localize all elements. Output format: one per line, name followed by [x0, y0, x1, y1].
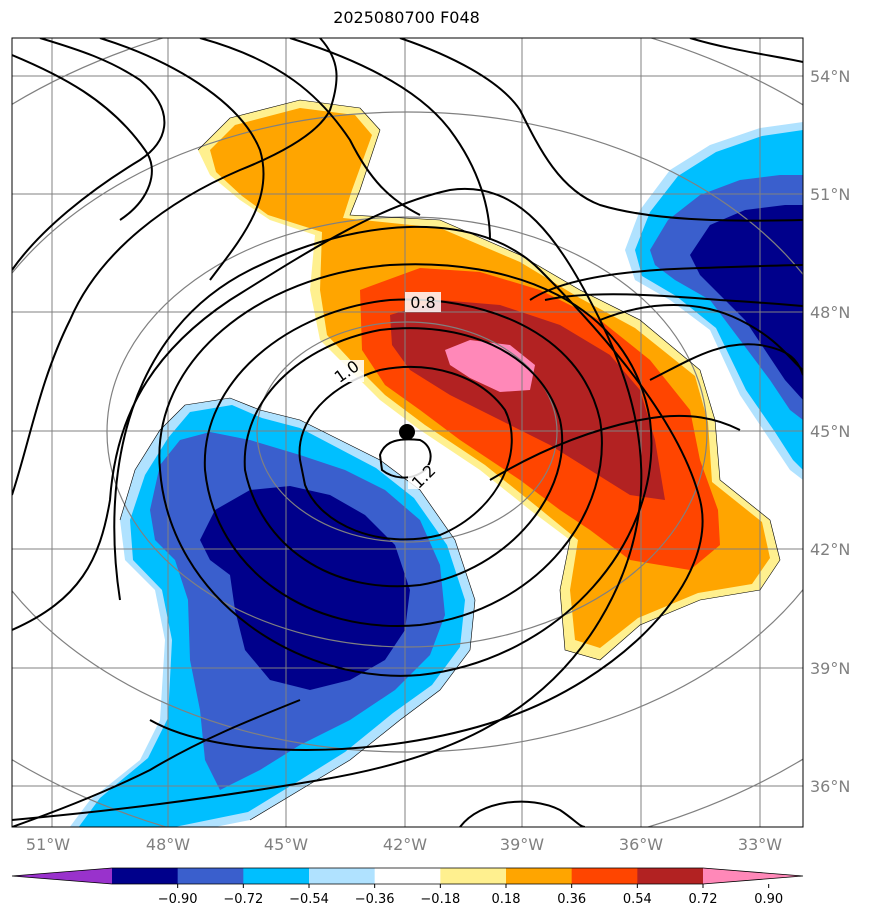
colorbar-segment [112, 868, 179, 884]
map-field: 0.8 1.0 1.2 [12, 38, 803, 827]
colorbar-extend-low [12, 868, 112, 884]
colorbar-tick-label: −0.90 [158, 892, 198, 907]
lat-label-48n: 48°N [810, 303, 850, 322]
longitude-labels: 51°W 48°W 45°W 42°W 39°W 36°W 33°W [26, 835, 782, 854]
colorbar-tick-label: −0.18 [420, 892, 460, 907]
map-frame [11, 37, 804, 828]
contour-label-0-8: 0.8 [410, 293, 435, 312]
colorbar-tick-label: −0.36 [355, 892, 395, 907]
colorbar-segment [243, 868, 310, 884]
lon-label-33w: 33°W [738, 835, 782, 854]
lat-label-54n: 54°N [810, 67, 850, 86]
lon-label-45w: 45°W [264, 835, 308, 854]
lon-label-39w: 39°W [500, 835, 544, 854]
contour-labels: 0.8 1.0 1.2 [330, 292, 441, 492]
latitude-labels: 54°N 51°N 48°N 45°N 42°N 39°N 36°N [810, 67, 850, 796]
colorbar-segment [637, 868, 704, 884]
colorbar: −0.90 −0.72 −0.54 −0.36 −0.18 0.18 0.36 0.54 0.7… [11, 867, 804, 907]
lon-label-48w: 48°W [146, 835, 190, 854]
lon-label-36w: 36°W [619, 835, 663, 854]
lat-label-42n: 42°N [810, 540, 850, 559]
colorbar-extend-high [703, 868, 803, 884]
colorbar-segment [571, 868, 638, 884]
colorbar-tick-label: 0.18 [492, 892, 521, 907]
range-rings [12, 38, 803, 827]
storm-center-marker [399, 424, 415, 440]
lat-label-45n: 45°N [810, 422, 850, 441]
colorbar-tick-label: 0.90 [754, 892, 783, 907]
colorbar-tick-label: 0.54 [623, 892, 652, 907]
colorbar-tick-label: 0.36 [557, 892, 586, 907]
height-contours [12, 38, 803, 827]
lon-label-42w: 42°W [383, 835, 427, 854]
map-title: 2025080700 F048 [333, 8, 480, 27]
lon-label-51w: 51°W [26, 835, 70, 854]
colorbar-segment [177, 868, 244, 884]
colorbar-tick-label: 0.72 [689, 892, 718, 907]
colorbar-segment [506, 868, 573, 884]
lat-label-51n: 51°N [810, 185, 850, 204]
anomaly-outline [119, 99, 781, 821]
lat-label-39n: 39°N [810, 659, 850, 678]
colorbar-tick-label: −0.54 [289, 892, 329, 907]
colorbar-segment [309, 868, 376, 884]
colorbar-segment [374, 868, 441, 884]
negative-anomaly-southwest [69, 398, 475, 827]
colorbar-outline [11, 867, 804, 885]
colorbar-segment [440, 868, 507, 884]
positive-anomaly [198, 100, 780, 660]
colorbar-tick-label: −0.72 [223, 892, 263, 907]
lat-label-36n: 36°N [810, 777, 850, 796]
